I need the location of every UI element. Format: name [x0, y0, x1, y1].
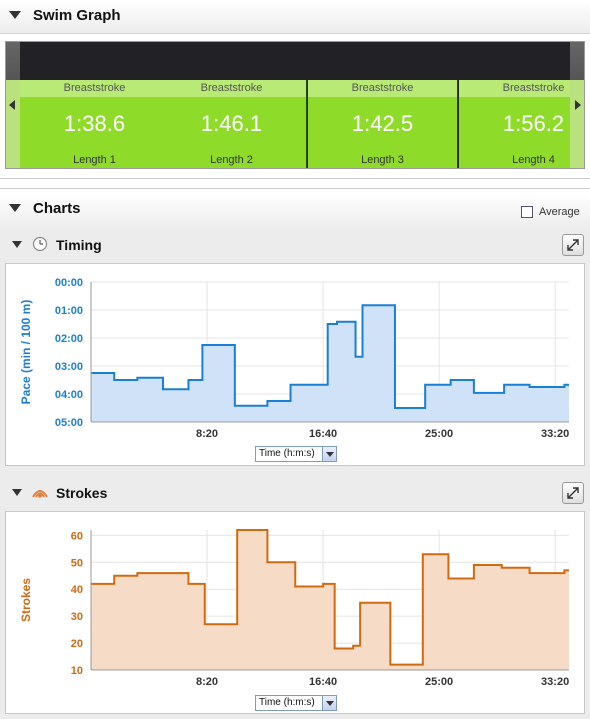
length-time: 1:38.6: [63, 111, 126, 136]
charts-header[interactable]: Charts: [0, 193, 590, 230]
charts-panel: Timing 00:00 01:00 02:00 03:00 04:00 05:00 8:2…: [0, 230, 590, 719]
length-label: Length 2: [210, 154, 253, 166]
expand-icon: [567, 487, 579, 499]
x-tick-label: 16:40: [309, 676, 337, 688]
y-tick-label: 10: [71, 665, 83, 677]
average-checkbox[interactable]: [521, 206, 533, 218]
collapse-triangle-icon[interactable]: [9, 204, 21, 212]
timing-header[interactable]: Timing: [0, 230, 590, 260]
series-line: [91, 529, 569, 666]
strokes-x-axis-select[interactable]: Time (h:m:s): [255, 695, 337, 711]
x-tick-label: 16:40: [309, 428, 337, 440]
timing-expand-button[interactable]: [562, 234, 584, 256]
length-time: 1:56.2: [502, 111, 565, 136]
expand-icon: [567, 239, 579, 251]
clock-icon: [32, 236, 48, 252]
y-axis-label: Strokes: [19, 578, 33, 622]
length-stroke: Breaststroke: [459, 80, 570, 97]
collapse-triangle-icon[interactable]: [12, 241, 22, 248]
collapse-triangle-icon[interactable]: [9, 11, 21, 19]
section-divider: [0, 188, 590, 189]
section-divider: [0, 178, 590, 179]
chevron-down-icon[interactable]: [322, 447, 336, 461]
arrow-right-icon: [575, 100, 581, 110]
series-line: [91, 304, 569, 409]
swim-graph-track: [6, 42, 584, 80]
length-card[interactable]: Breaststroke 1:56.2 Length 4: [459, 80, 570, 168]
length-label: Length 3: [361, 154, 404, 166]
y-axis-label: Pace (min / 100 m): [19, 300, 33, 405]
strokes-title: Strokes: [56, 485, 108, 501]
y-tick-label: 03:00: [55, 361, 83, 373]
y-tick-label: 40: [71, 584, 83, 596]
x-tick-label: 8:20: [196, 676, 218, 688]
chevron-down-icon[interactable]: [322, 696, 336, 710]
y-tick-label: 50: [71, 557, 83, 569]
length-card[interactable]: Breaststroke 1:38.6 Length 1: [20, 80, 170, 168]
y-tick-label: 04:00: [55, 389, 83, 401]
length-label: Length 1: [73, 154, 116, 166]
scroll-right-button[interactable]: [570, 42, 584, 168]
length-card[interactable]: Breaststroke 1:42.5 Length 3: [308, 80, 458, 168]
series-area: [91, 305, 569, 422]
length-stroke: Breaststroke: [308, 80, 457, 97]
strokes-chart-box: 10 20 30 40 50 60 8:20 16:40 25:00 33:20 Strokes T…: [5, 511, 585, 714]
length-time: 1:46.1: [200, 111, 263, 136]
x-tick-label: 25:00: [425, 676, 453, 688]
y-tick-label: 01:00: [55, 305, 83, 317]
select-value: Time (h:m:s): [259, 448, 315, 459]
strokes-header[interactable]: Strokes: [0, 478, 590, 508]
collapse-triangle-icon[interactable]: [12, 489, 22, 496]
strokes-expand-button[interactable]: [562, 482, 584, 504]
length-label: Length 4: [512, 154, 555, 166]
swim-graph-header[interactable]: Swim Graph: [0, 0, 590, 34]
timing-chart: 00:00 01:00 02:00 03:00 04:00 05:00 8:20 16:40 2…: [19, 277, 569, 440]
x-tick-label: 33:20: [541, 676, 569, 688]
average-label: Average: [539, 206, 580, 218]
x-tick-label: 33:20: [541, 428, 569, 440]
strokes-chart: 10 20 30 40 50 60 8:20 16:40 25:00 33:20 Strokes: [19, 529, 569, 688]
length-time: 1:42.5: [351, 111, 414, 136]
x-tick-label: 25:00: [425, 428, 453, 440]
timing-x-axis-select[interactable]: Time (h:m:s): [255, 446, 337, 462]
y-tick-label: 00:00: [55, 277, 83, 289]
charts-title: Charts: [33, 200, 81, 217]
arrow-left-icon: [9, 100, 15, 110]
y-tick-label: 20: [71, 638, 83, 650]
swim-graph-title: Swim Graph: [33, 7, 121, 24]
x-tick-label: 8:20: [196, 428, 218, 440]
strokes-icon: [32, 490, 48, 498]
series-area: [91, 530, 569, 670]
y-tick-label: 05:00: [55, 417, 83, 429]
length-stroke: Breaststroke: [20, 80, 169, 97]
scroll-left-button[interactable]: [6, 42, 20, 168]
swim-graph-panel: Breaststroke 1:38.6 Length 1 Breaststrok…: [5, 41, 585, 169]
timing-title: Timing: [56, 237, 102, 253]
select-value: Time (h:m:s): [259, 697, 315, 708]
y-tick-label: 30: [71, 611, 83, 623]
length-card[interactable]: Breaststroke 1:46.1 Length 2: [157, 80, 307, 168]
y-tick-label: 02:00: [55, 333, 83, 345]
length-stroke: Breaststroke: [157, 80, 306, 97]
timing-chart-box: 00:00 01:00 02:00 03:00 04:00 05:00 8:20 16:40 2…: [5, 263, 585, 466]
lengths-strip: Breaststroke 1:38.6 Length 1 Breaststrok…: [20, 80, 570, 168]
y-tick-label: 60: [71, 530, 83, 542]
